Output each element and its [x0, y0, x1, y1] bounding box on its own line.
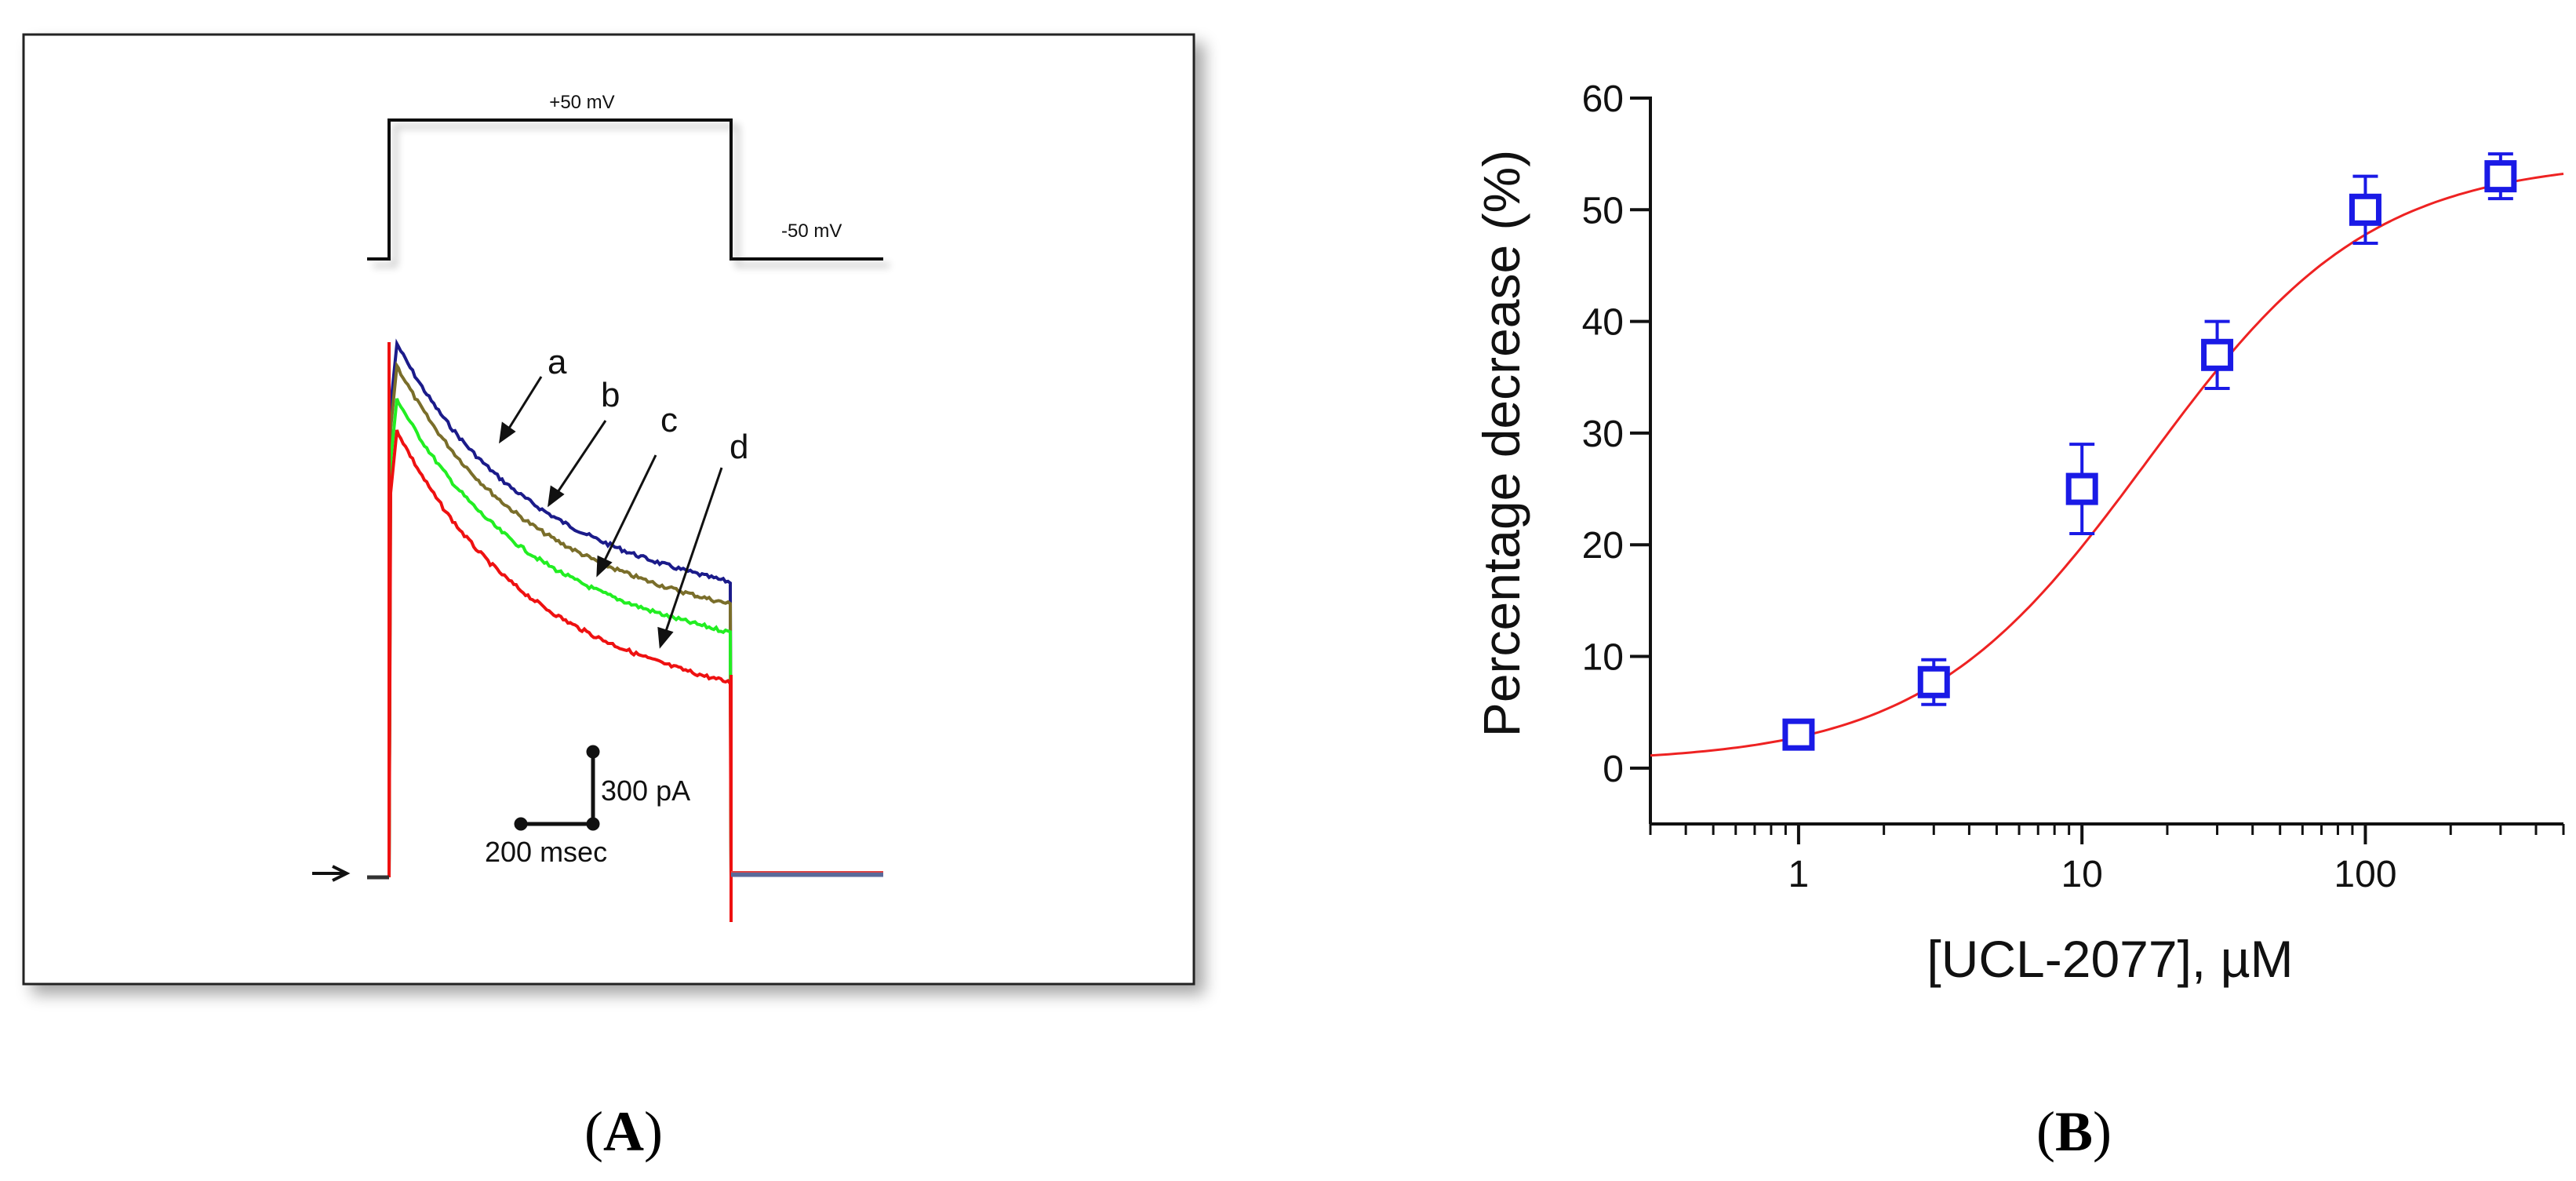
panel-b: 0 10 20 30 40 50 60 1 10 100 Percentage decrease… [1472, 78, 2565, 988]
data-point [2349, 174, 2381, 245]
data-point [2484, 152, 2517, 201]
arrow-d-icon [663, 467, 723, 636]
voltage-protocol-trace [367, 118, 883, 261]
trace-label-arrows [499, 376, 723, 649]
x-axis-label: [UCL-2077], µM [1927, 930, 2293, 988]
square-marker [1917, 665, 1950, 698]
square-marker [1782, 718, 1815, 751]
data-point [1917, 658, 1950, 706]
data-point [2201, 319, 2234, 390]
scale-time-label: 200 msec [485, 836, 607, 868]
dose-response-plot: 0 10 20 30 40 50 60 1 10 100 [1582, 78, 2565, 895]
x-tick-label: 1 [1788, 854, 1810, 895]
panel-a: +50 mV -50 mV a b c d 3 [22, 33, 1195, 986]
scale-current-label: 300 pA [601, 775, 690, 807]
square-marker [2201, 338, 2234, 371]
current-trace-c [387, 398, 733, 877]
current-trace-a [387, 338, 733, 877]
panel-b-caption: (B) [2036, 1100, 2112, 1163]
fit-curve [1650, 173, 2564, 757]
trace-label-c: c [660, 401, 678, 439]
square-marker [2065, 472, 2098, 505]
square-marker [2484, 160, 2517, 193]
voltage-high-label: +50 mV [549, 92, 614, 113]
current-traces [387, 338, 733, 922]
scale-bar [514, 745, 600, 831]
arrow-a-head-icon [499, 421, 516, 444]
y-tick-label: 10 [1582, 637, 1624, 679]
square-marker [2349, 193, 2381, 226]
arrow-c-icon [601, 454, 657, 566]
arrow-b-head-icon [548, 485, 565, 508]
panel-a-caption: (A) [584, 1100, 663, 1163]
arrow-b-icon [553, 420, 607, 498]
y-axis-ticks: 0 10 20 30 40 50 60 [1582, 78, 1650, 790]
current-trace-d [387, 429, 733, 877]
baseline-arrow-icon [312, 865, 351, 882]
trace-label-b: b [601, 376, 620, 414]
y-tick-label: 30 [1582, 414, 1624, 455]
x-axis-ticks: 1 10 100 [1649, 824, 2565, 895]
y-tick-label: 20 [1582, 525, 1624, 567]
panel-a-frame [22, 33, 1195, 986]
y-tick-label: 0 [1603, 749, 1624, 790]
x-tick-label: 100 [2334, 854, 2396, 895]
data-points [1782, 152, 2517, 751]
arrow-d-head-icon [657, 626, 674, 649]
voltage-low-label: -50 mV [781, 221, 842, 242]
x-tick-label: 10 [2061, 854, 2102, 895]
y-tick-label: 50 [1582, 190, 1624, 231]
data-point [2065, 443, 2098, 535]
data-point [1782, 718, 1815, 751]
current-trace-b [387, 361, 733, 877]
trace-label-d: d [730, 428, 748, 466]
y-axis-label: Percentage decrease (%) [1472, 150, 1530, 737]
arrow-a-icon [504, 376, 543, 434]
arrow-c-head-icon [596, 555, 613, 578]
y-tick-label: 60 [1582, 78, 1624, 120]
trace-label-a: a [548, 343, 567, 381]
y-tick-label: 40 [1582, 302, 1624, 344]
